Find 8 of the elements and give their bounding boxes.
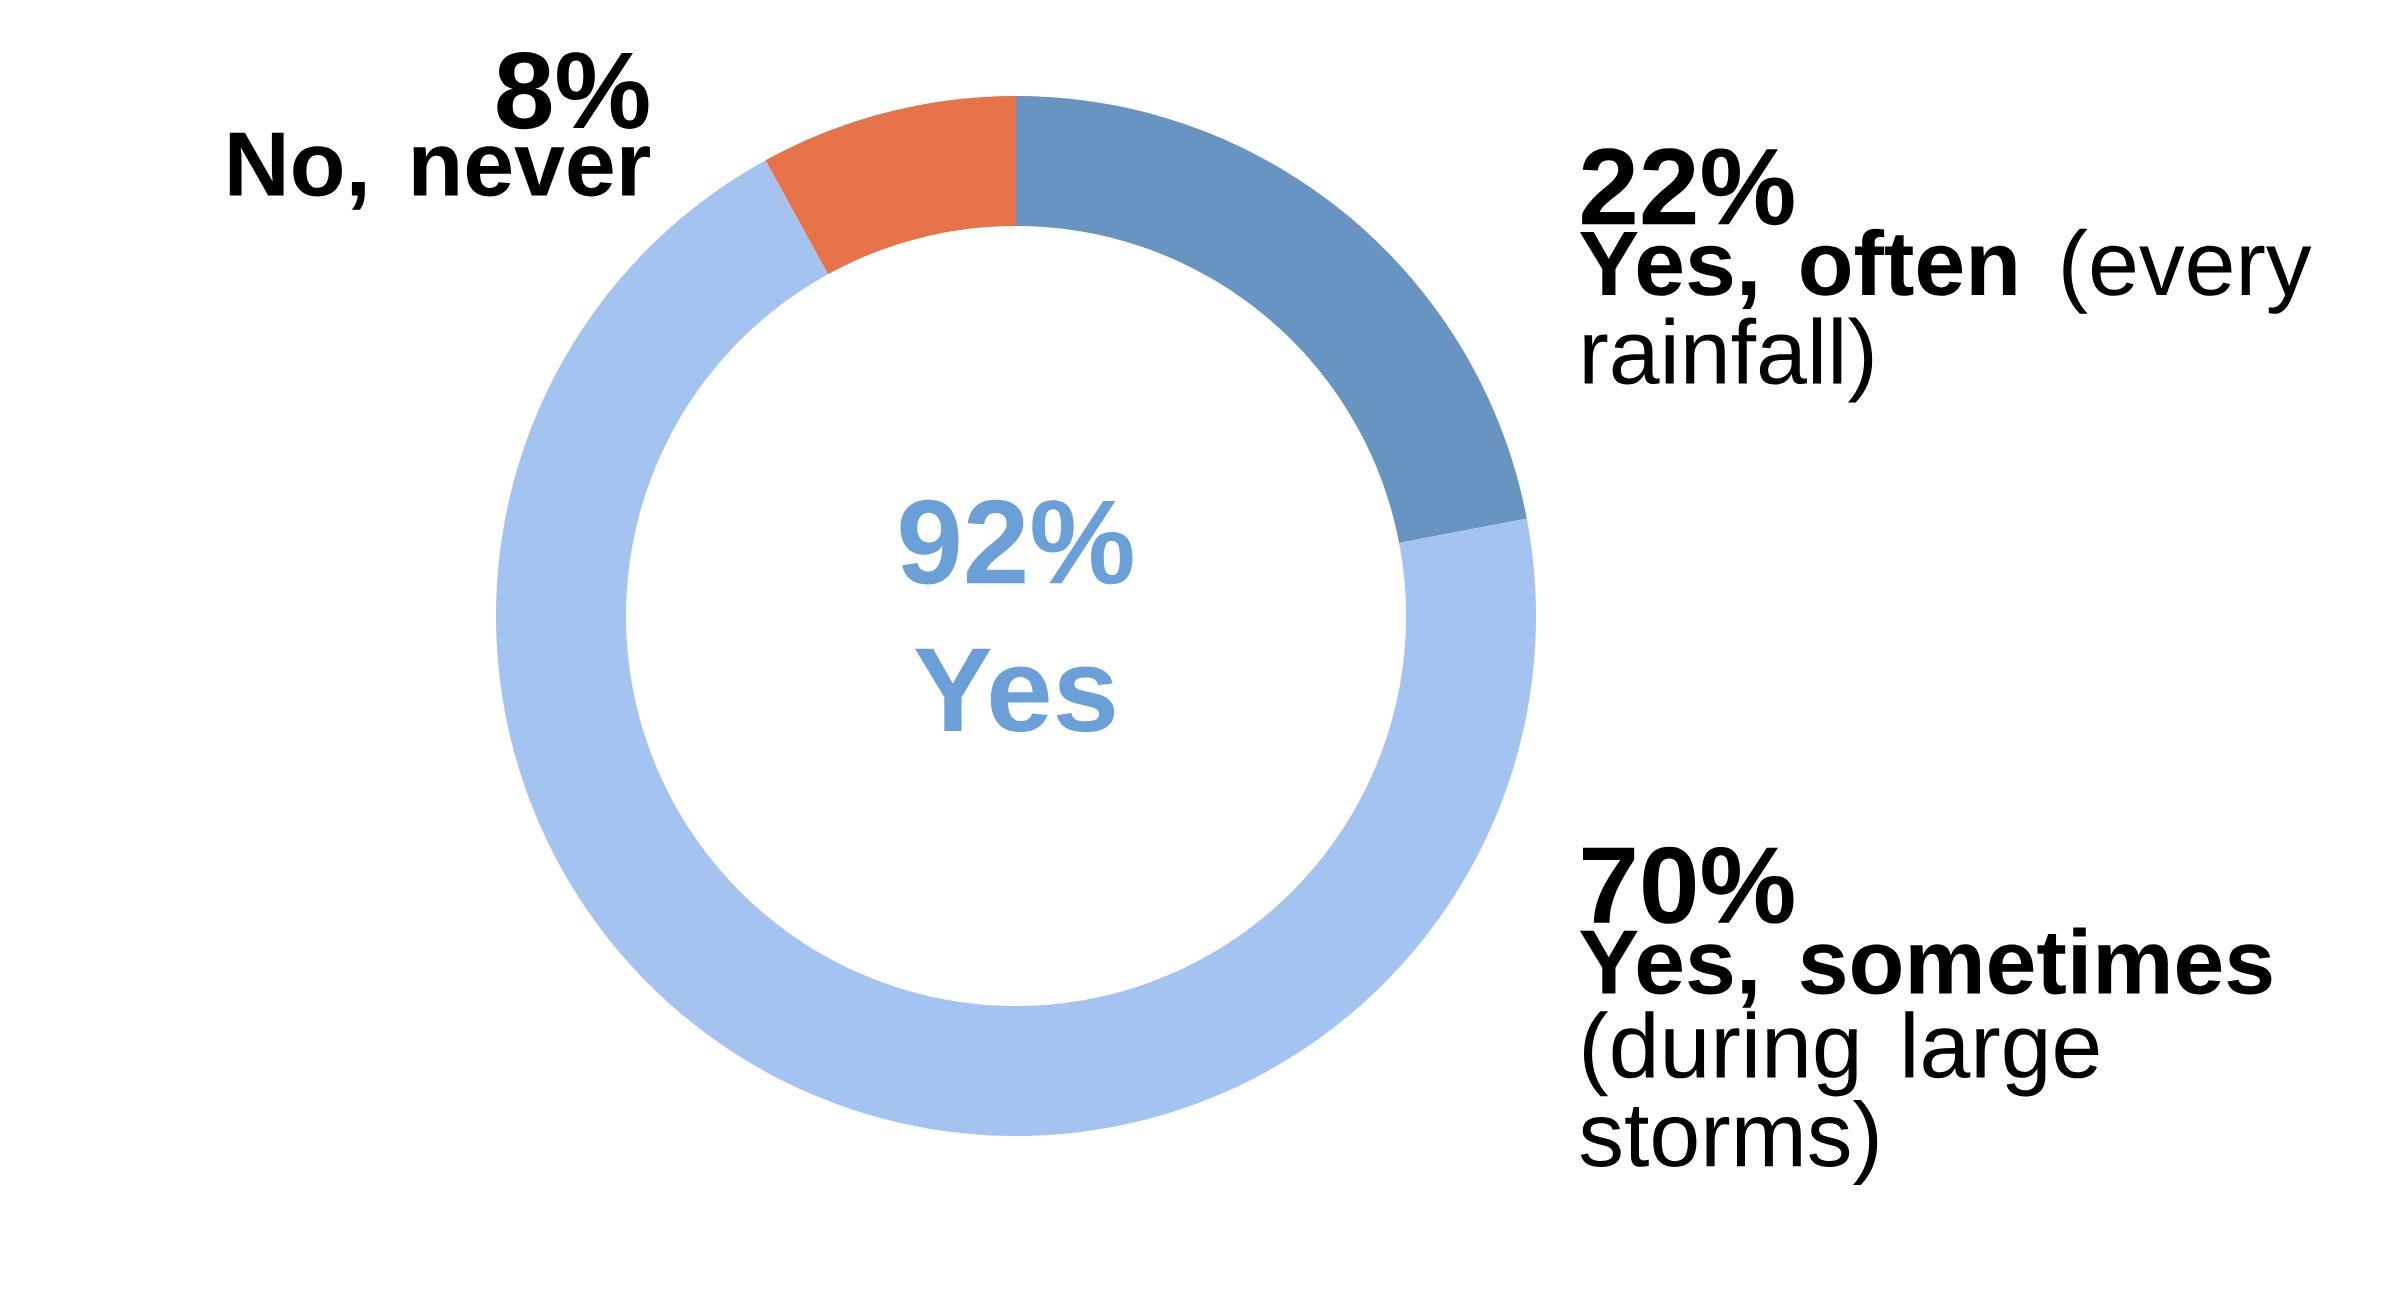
slice-label: No, never	[229, 132, 650, 210]
data-label: 8%	[497, 52, 649, 130]
data-label: 22%	[1582, 148, 1794, 226]
category-label: Yes, often (every rainfall)	[1579, 228, 2312, 403]
data-label: 70%	[1583, 846, 1794, 924]
text: 92%	[900, 499, 1133, 585]
slice-label: Yes, sometimes (during large storms)	[1579, 927, 2272, 1186]
text: Yes	[915, 648, 1115, 733]
